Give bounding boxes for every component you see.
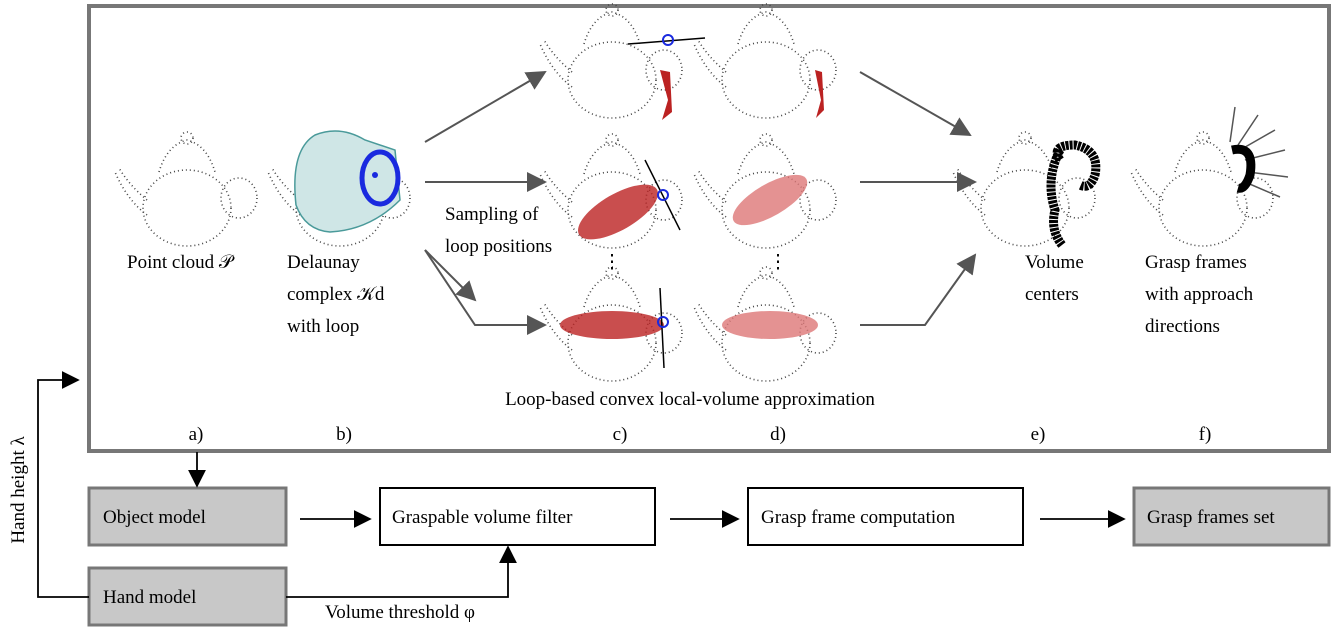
diagram: ⋮ ⋮ Point cloud 𝒫 Delaunay complex 𝒦d wi…	[0, 0, 1336, 627]
label: with loop	[287, 316, 359, 337]
tag: c)	[613, 424, 628, 445]
mesh	[295, 131, 400, 232]
box-label: Grasp frame computation	[761, 507, 956, 528]
threshold-label: Volume threshold φ	[325, 602, 475, 623]
box-label: Object model	[103, 507, 206, 528]
tag: a)	[189, 424, 204, 445]
tag: e)	[1031, 424, 1046, 445]
label: complex 𝒦d	[287, 284, 385, 305]
label: directions	[1145, 316, 1220, 337]
label: Grasp frames	[1145, 252, 1247, 273]
label: Delaunay	[287, 252, 360, 273]
label: loop positions	[445, 236, 552, 257]
label: Point cloud 𝒫	[127, 252, 235, 273]
pipeline: Object model Graspable volume filter Gra…	[8, 380, 1329, 625]
label: centers	[1025, 284, 1079, 305]
ellipsis: ⋮	[603, 252, 622, 273]
frame	[89, 6, 1329, 451]
stage-labels: Point cloud 𝒫 Delaunay complex 𝒦d with l…	[127, 204, 1254, 445]
volume-centers	[1051, 145, 1096, 245]
ellipsis: ⋮	[769, 252, 788, 273]
label: Sampling of	[445, 204, 539, 225]
hand-height-label: Hand height λ	[8, 436, 29, 544]
flow-arrows	[425, 72, 975, 325]
box-label: Grasp frames set	[1147, 507, 1275, 528]
tag: f)	[1199, 424, 1212, 445]
label: with approach	[1145, 284, 1254, 305]
tag: d)	[770, 424, 786, 445]
tag: b)	[336, 424, 352, 445]
box-label: Graspable volume filter	[392, 507, 573, 528]
label: Volume	[1025, 252, 1084, 273]
samples	[560, 70, 824, 339]
caption: Loop-based convex local-volume approxima…	[505, 389, 875, 410]
box-label: Hand model	[103, 587, 196, 608]
